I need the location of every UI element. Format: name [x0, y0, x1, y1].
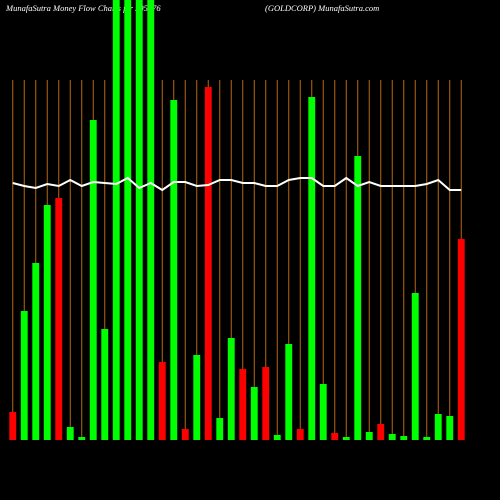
bar	[135, 0, 143, 440]
bar	[147, 0, 155, 440]
bar	[446, 416, 454, 440]
bar	[181, 429, 189, 440]
bar	[55, 198, 63, 440]
bar	[89, 120, 97, 440]
bar	[204, 87, 212, 440]
bar	[170, 100, 178, 440]
bar	[273, 435, 281, 440]
bar	[66, 427, 74, 440]
chart-subtitle: (GOLDCORP) MunafaSutra.com	[265, 3, 379, 13]
bar	[112, 0, 120, 440]
bar	[331, 433, 339, 440]
bar	[216, 418, 224, 440]
bar	[434, 414, 442, 440]
bar	[354, 156, 362, 440]
bar	[158, 362, 166, 440]
bar	[342, 437, 350, 440]
bar	[227, 338, 235, 440]
bar	[43, 205, 51, 440]
bar	[388, 434, 396, 440]
bar	[400, 436, 408, 440]
bar	[20, 311, 28, 440]
bar	[308, 97, 316, 440]
bar	[193, 355, 201, 440]
bar	[296, 429, 304, 440]
bar	[32, 263, 40, 440]
bar	[239, 369, 247, 440]
bar	[78, 437, 86, 440]
bar	[377, 424, 385, 440]
bar	[423, 437, 431, 440]
bar	[9, 412, 17, 440]
bar	[124, 0, 132, 440]
bar	[101, 329, 109, 440]
bar	[365, 432, 373, 440]
bar	[411, 293, 419, 440]
bar	[250, 387, 258, 440]
bar	[457, 239, 465, 440]
bar	[262, 367, 270, 440]
bar	[285, 344, 293, 440]
bar	[319, 384, 327, 440]
price-line	[12, 176, 462, 192]
chart-title: MunafaSutra Money Flow Charts for 505576	[5, 3, 161, 13]
